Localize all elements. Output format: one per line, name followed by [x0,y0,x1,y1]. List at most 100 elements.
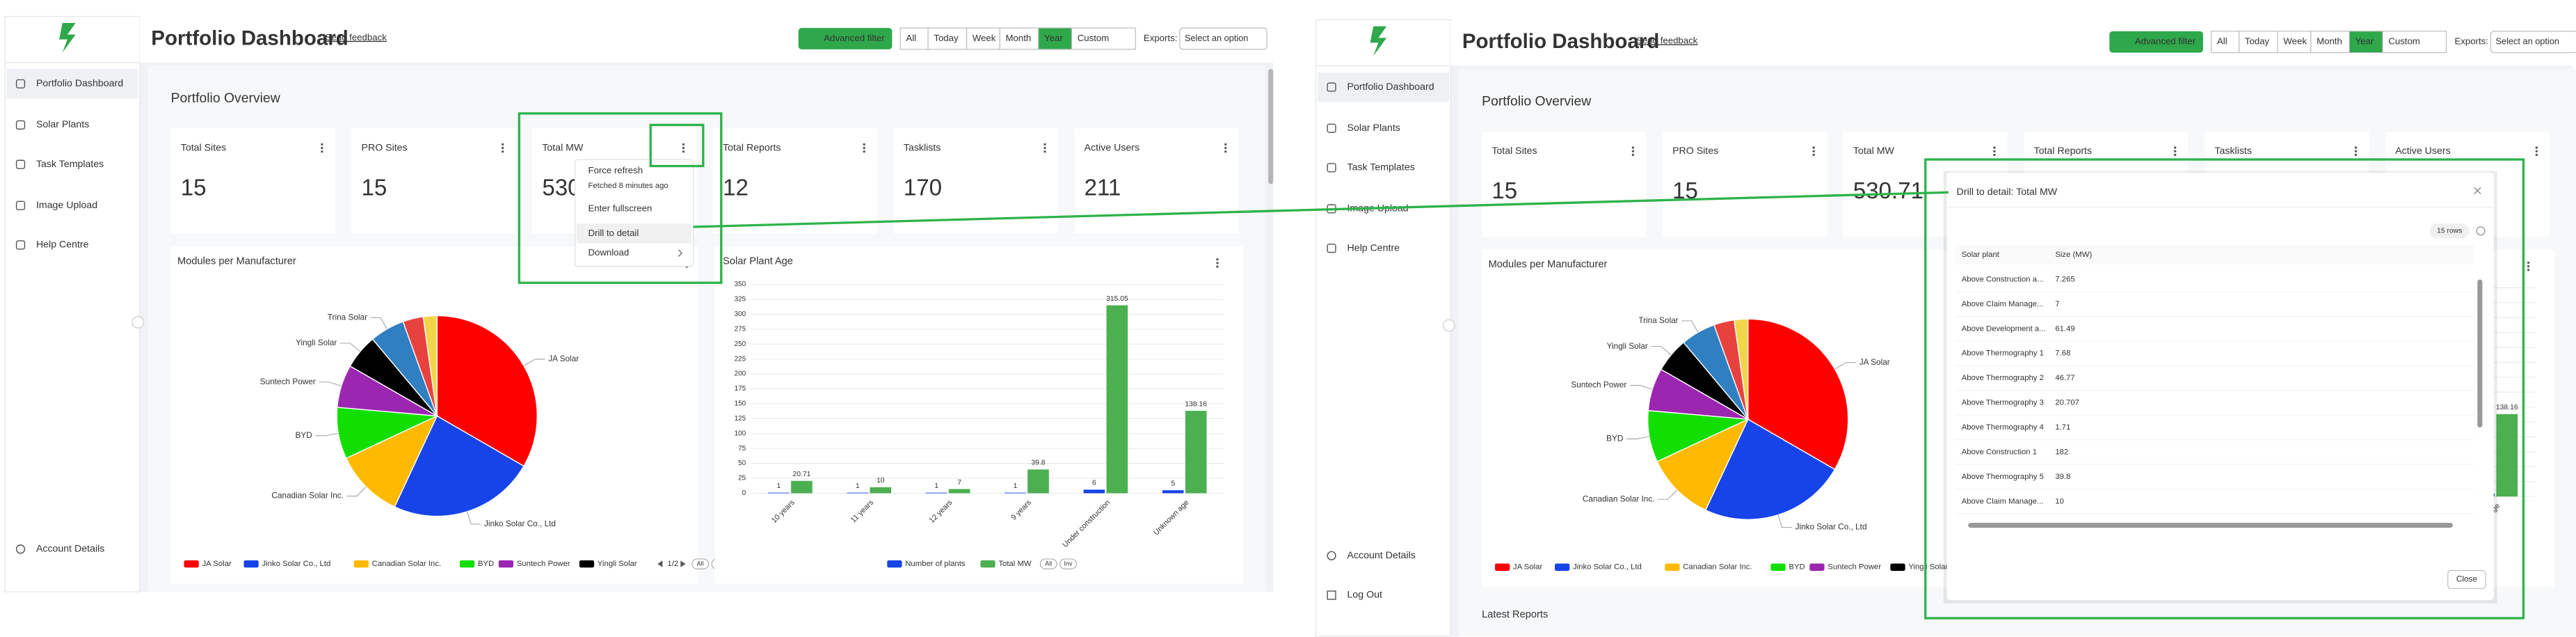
plant-size: 7.68 [2055,349,2070,358]
highlight-box [649,123,705,168]
period-label[interactable]: Today [2245,36,2270,47]
bar-value-label: 7 [957,479,961,487]
logo [1370,26,1387,56]
period-button[interactable] [1071,27,1136,50]
period-button[interactable] [1038,27,1073,50]
sidebar-item[interactable]: Portfolio Dashboard [36,78,123,89]
vertical-scroll-thumb [2477,279,2483,428]
advanced-filter-label[interactable]: Advanced filter [2135,36,2196,47]
sidebar-item[interactable]: Solar Plants [1347,123,1400,134]
sidebar-item[interactable]: Task Templates [36,159,104,170]
period-label[interactable]: All [2217,36,2227,47]
plant-link[interactable]: Above Thermography 2 [1962,374,2044,382]
legend-label: JA Solar [1513,563,1542,572]
close-button[interactable] [2447,569,2486,590]
period-label[interactable]: All [906,33,916,43]
kpi-value: 15 [181,175,207,200]
legend-label: Yingli Solar [598,560,637,568]
advanced-filter-button[interactable] [798,28,893,49]
plant-link[interactable]: Above Thermography 5 [1962,473,2044,481]
pie-label: Jinko Solar Co., Ltd [484,519,556,528]
page-title: Portfolio Dashboard [1462,30,1660,53]
sidebar-item[interactable]: Solar Plants [36,119,89,130]
exports-select-label[interactable]: Select an option [1185,33,1248,43]
plant-link[interactable]: Above Thermography 4 [1962,423,2044,432]
close-label[interactable]: Close [2456,574,2478,584]
plant-link[interactable]: Above Development a... [1962,324,2046,333]
sidebar-item[interactable]: Account Details [1347,550,1416,561]
plant-link[interactable]: Above Claim Manage... [1962,300,2044,308]
period-button[interactable] [899,27,929,50]
period-button[interactable] [2277,31,2312,54]
kpi-label: PRO Sites [1672,146,1718,157]
pie-leader [315,433,339,437]
period-label[interactable]: Custom [1078,33,1110,43]
pie-slice [422,315,438,416]
plant-link[interactable]: Above Thermography 3 [1962,399,2044,407]
sidebar-item[interactable]: Log Out [1347,590,1382,601]
sidebar-icon [15,544,26,554]
plant-link[interactable]: Above Construction a... [1962,275,2044,283]
modal-close-icon[interactable] [2474,187,2481,195]
kebab-dot [2527,269,2530,272]
sidebar-item[interactable]: Account Details [36,544,104,555]
period-label[interactable]: Month [1006,33,1032,43]
period-label[interactable]: Today [934,33,959,43]
modal [1946,172,2494,600]
period-button[interactable] [999,27,1039,50]
sidebar-toggle[interactable] [1443,319,1455,332]
sidebar-item[interactable]: Portfolio Dashboard [1347,81,1434,93]
sidebar-toggle[interactable] [131,316,145,329]
legend-button-label[interactable]: Inv [1064,560,1073,567]
drill-modal: Drill to detail: Total MW 15 rows Solar pl… [1943,171,2497,604]
plant-link[interactable]: Above Construction 1 [1962,448,2037,456]
period-label[interactable]: Custom [2388,36,2420,47]
pie-label: BYD [1606,434,1623,443]
kebab-dot [1043,143,1046,146]
kebab-dot [321,143,323,146]
period-button[interactable] [2349,31,2383,54]
legend-button-label[interactable]: All [697,560,704,567]
period-label[interactable]: Year [1044,33,1063,43]
feedback-link[interactable]: Send feedback [326,32,387,42]
menu-item[interactable]: Download [588,247,629,258]
pie-leader [346,486,367,497]
y-tick-label: 150 [735,400,746,408]
legend-button[interactable] [1039,558,1057,569]
legend-button[interactable] [1059,558,1077,569]
period-label[interactable]: Week [973,33,996,43]
sidebar-item[interactable]: Help Centre [36,239,89,251]
sidebar-item[interactable]: Help Centre [1347,242,1400,253]
bar [847,492,869,494]
menu-item[interactable]: Drill to detail [588,228,639,238]
advanced-filter-button[interactable] [2109,31,2203,53]
sidebar-item[interactable]: Image Upload [36,200,97,211]
menu-item[interactable]: Enter fullscreen [588,203,652,213]
kpi-label: Active Users [2395,146,2450,157]
sidebar-item[interactable]: Task Templates [1347,162,1415,173]
pie-slice [394,415,525,517]
exports-select[interactable] [2490,31,2576,54]
reload-icon[interactable] [2476,226,2486,236]
kebab-dot [1812,146,1815,149]
highlight-box [1924,158,2525,620]
period-label[interactable]: Week [2283,36,2307,47]
legend-button[interactable] [691,558,709,569]
period-label[interactable]: Month [2317,36,2342,47]
legend-button-label[interactable]: All [1045,560,1052,567]
plant-link[interactable]: Above Claim Manage... [1962,497,2044,505]
period-button[interactable] [2310,31,2350,54]
feedback-link[interactable]: Send feedback [1636,36,1698,46]
kebab-dot [502,150,504,153]
sidebar-icon [15,159,26,169]
advanced-filter-label[interactable]: Advanced filter [824,33,885,43]
sidebar-icon [1327,163,1336,173]
menu-item[interactable]: Force refresh [588,165,643,175]
period-button[interactable] [2382,31,2447,54]
plant-link[interactable]: Above Thermography 1 [1962,349,2044,358]
exports-select-label[interactable]: Select an option [2496,36,2559,47]
exports-select[interactable] [1179,27,1267,50]
kpi-card [893,128,1058,234]
period-button[interactable] [927,27,968,50]
period-label[interactable]: Year [2355,36,2374,47]
